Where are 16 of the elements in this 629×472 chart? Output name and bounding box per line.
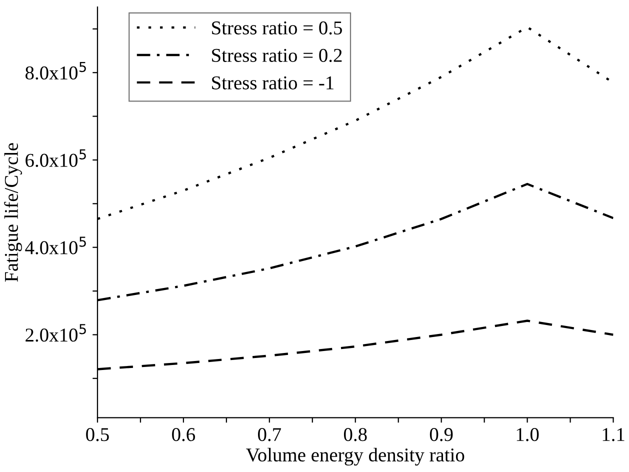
legend-label: Stress ratio = 0.2 xyxy=(212,48,342,62)
x-tick-label: 0.9 xyxy=(430,428,453,442)
y-tick-label: 4.0x10$^{5}$ xyxy=(25,236,86,254)
y-tick-label: 8.0x10$^{5}$ xyxy=(26,62,86,80)
y-tick-label: 2.0x10$^{5}$ xyxy=(26,324,86,342)
y-axis-title: Fatigue life/Cycle xyxy=(4,143,22,282)
x-tick-label: 1.0 xyxy=(516,428,539,442)
x-tick-label: 0.5 xyxy=(86,428,109,442)
x-tick-label: 1.1 xyxy=(602,428,624,442)
y-tick-label: 6.0x10$^{5}$ xyxy=(26,149,86,167)
x-axis-title: Volume energy density ratio xyxy=(246,448,464,466)
x-tick-label: 0.8 xyxy=(344,428,367,442)
legend-label: Stress ratio = 0.5 xyxy=(212,21,342,35)
x-tick-label: 0.7 xyxy=(258,428,282,442)
legend-label: Stress ratio = -1 xyxy=(212,76,334,90)
x-tick-label: 0.6 xyxy=(172,428,196,442)
